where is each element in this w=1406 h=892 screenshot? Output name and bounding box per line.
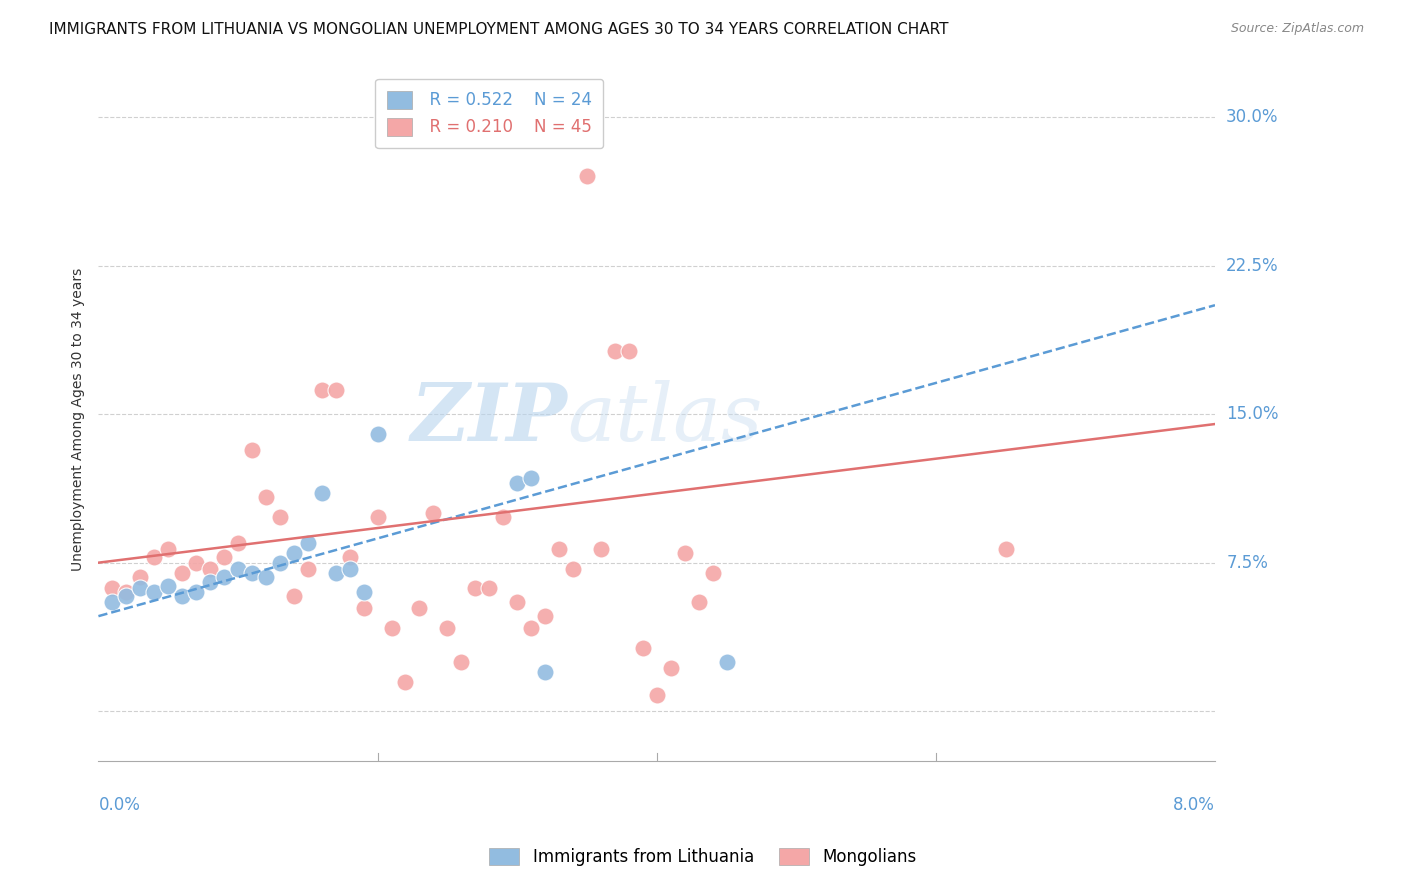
Point — [589, 541, 612, 556]
Point — [492, 510, 515, 524]
Point — [534, 665, 557, 679]
Point — [198, 561, 221, 575]
Point — [101, 582, 124, 596]
Point — [450, 655, 472, 669]
Point — [562, 561, 585, 575]
Point — [716, 655, 738, 669]
Point — [422, 506, 444, 520]
Point — [353, 585, 375, 599]
Text: 30.0%: 30.0% — [1226, 108, 1278, 126]
Point — [575, 169, 598, 184]
Point — [520, 470, 543, 484]
Point — [394, 674, 416, 689]
Point — [184, 556, 207, 570]
Text: 8.0%: 8.0% — [1173, 797, 1215, 814]
Point — [129, 569, 152, 583]
Point — [283, 546, 305, 560]
Y-axis label: Unemployment Among Ages 30 to 34 years: Unemployment Among Ages 30 to 34 years — [72, 268, 86, 571]
Point — [311, 384, 333, 398]
Point — [702, 566, 724, 580]
Point — [436, 621, 458, 635]
Point — [254, 491, 277, 505]
Point — [172, 566, 194, 580]
Point — [688, 595, 710, 609]
Point — [994, 541, 1017, 556]
Point — [115, 585, 138, 599]
Text: 15.0%: 15.0% — [1226, 405, 1278, 423]
Point — [617, 343, 640, 358]
Point — [157, 541, 180, 556]
Point — [240, 442, 263, 457]
Text: Source: ZipAtlas.com: Source: ZipAtlas.com — [1230, 22, 1364, 36]
Point — [603, 343, 626, 358]
Point — [464, 582, 486, 596]
Point — [353, 601, 375, 615]
Point — [506, 476, 529, 491]
Text: atlas: atlas — [568, 380, 763, 458]
Point — [115, 590, 138, 604]
Point — [325, 384, 347, 398]
Point — [659, 660, 682, 674]
Point — [212, 549, 235, 564]
Point — [283, 590, 305, 604]
Point — [198, 575, 221, 590]
Text: 22.5%: 22.5% — [1226, 257, 1279, 275]
Point — [631, 640, 654, 655]
Text: 7.5%: 7.5% — [1226, 554, 1268, 572]
Point — [548, 541, 571, 556]
Point — [269, 556, 291, 570]
Point — [478, 582, 501, 596]
Point — [534, 609, 557, 624]
Point — [101, 595, 124, 609]
Point — [339, 561, 361, 575]
Text: ZIP: ZIP — [411, 380, 568, 458]
Point — [157, 579, 180, 593]
Point — [506, 595, 529, 609]
Point — [226, 561, 249, 575]
Point — [297, 561, 319, 575]
Text: 0.0%: 0.0% — [98, 797, 141, 814]
Point — [297, 536, 319, 550]
Point — [143, 549, 166, 564]
Point — [269, 510, 291, 524]
Point — [325, 566, 347, 580]
Point — [184, 585, 207, 599]
Point — [129, 582, 152, 596]
Point — [254, 569, 277, 583]
Text: IMMIGRANTS FROM LITHUANIA VS MONGOLIAN UNEMPLOYMENT AMONG AGES 30 TO 34 YEARS CO: IMMIGRANTS FROM LITHUANIA VS MONGOLIAN U… — [49, 22, 949, 37]
Point — [520, 621, 543, 635]
Legend:   R = 0.522    N = 24,   R = 0.210    N = 45: R = 0.522 N = 24, R = 0.210 N = 45 — [375, 78, 603, 148]
Point — [408, 601, 430, 615]
Point — [367, 510, 389, 524]
Point — [339, 549, 361, 564]
Point — [143, 585, 166, 599]
Point — [380, 621, 402, 635]
Point — [673, 546, 696, 560]
Legend: Immigrants from Lithuania, Mongolians: Immigrants from Lithuania, Mongolians — [482, 841, 924, 873]
Point — [226, 536, 249, 550]
Point — [311, 486, 333, 500]
Point — [645, 689, 668, 703]
Point — [240, 566, 263, 580]
Point — [367, 426, 389, 441]
Point — [212, 569, 235, 583]
Point — [172, 590, 194, 604]
